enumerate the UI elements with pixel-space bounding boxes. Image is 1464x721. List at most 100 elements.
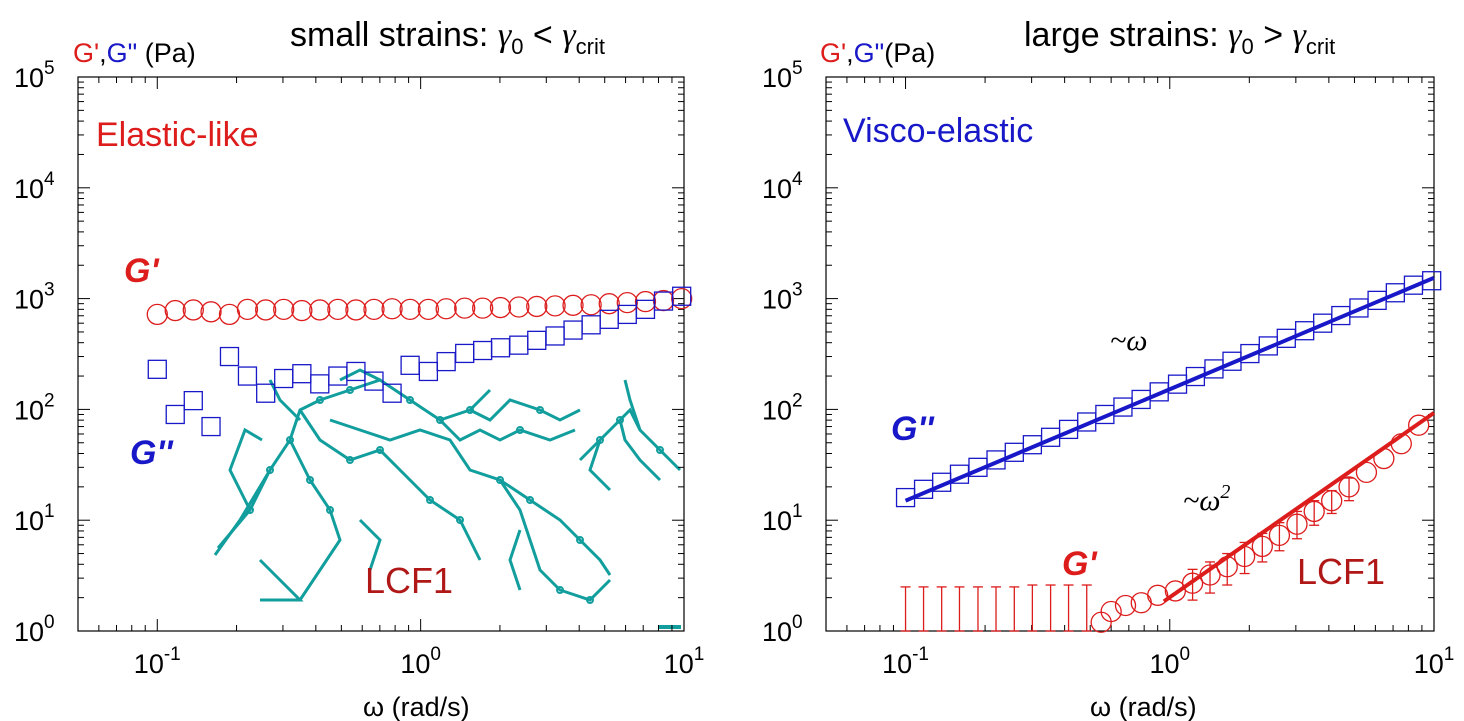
right-gpp-label: G'' — [891, 410, 936, 448]
left-x-tick-label-base: 10 — [134, 649, 164, 679]
left-point — [418, 361, 439, 382]
right-y-tick-label-exp: 4 — [792, 169, 803, 190]
left-gpp-label: G'' — [130, 434, 175, 472]
left-point — [146, 303, 168, 326]
left-y-tick-label: 101 — [14, 501, 55, 536]
right-gp-label: G' — [1062, 545, 1098, 583]
right-x-tick-label-base: 10 — [1414, 649, 1444, 679]
left-point — [237, 366, 258, 386]
lcf1-molecule-image — [213, 368, 682, 604]
left-y-tick-label: 104 — [14, 169, 55, 204]
right-sample-label: LCF1 — [1297, 551, 1385, 592]
left-point — [545, 326, 565, 346]
right-y-tick-label-base: 10 — [762, 285, 792, 315]
left-point — [345, 299, 367, 321]
right-y-tick-label: 103 — [762, 280, 803, 315]
left-gp-label: G' — [124, 252, 160, 290]
left-y-tick-label-base: 10 — [14, 395, 44, 425]
left-point — [563, 320, 583, 340]
left-point — [219, 346, 240, 367]
left-point — [634, 290, 657, 313]
left-point — [490, 338, 511, 358]
right-y-tick-label: 105 — [762, 58, 803, 93]
right-panel: large strains: γ0 > γcrit G',G"(Pa) Visc… — [762, 16, 1454, 721]
left-y-tick-label-exp: 4 — [44, 169, 55, 190]
left-point — [327, 298, 349, 320]
right-x-axis-label: ω (rad/s) — [1090, 692, 1197, 721]
right-point — [1090, 611, 1112, 633]
left-point — [526, 295, 548, 318]
left-y-tick-label: 103 — [14, 280, 55, 315]
left-point — [364, 371, 384, 391]
left-series-1 — [147, 286, 692, 437]
left-point — [310, 374, 330, 394]
right-y-tick-label: 102 — [762, 390, 803, 425]
left-y-tick-label: 105 — [14, 58, 55, 93]
right-fit-line-1 — [1162, 411, 1436, 604]
right-series-1 — [1090, 414, 1430, 633]
right-y-tick-label-base: 10 — [762, 617, 792, 647]
left-x-axis-label: ω (rad/s) — [363, 692, 470, 721]
left-point — [200, 301, 222, 323]
left-point — [381, 298, 403, 320]
left-sample-label: LCF1 — [365, 560, 453, 601]
left-y-axis-label: G',G" (Pa) — [73, 38, 196, 68]
left-point — [616, 291, 638, 314]
left-point — [617, 304, 637, 325]
left-y-tick-label-exp: 2 — [44, 390, 55, 411]
left-x-tick-label-base: 10 — [664, 649, 694, 679]
left-panel: small strains: γ0 < γcrit G',G" (Pa) — [14, 16, 704, 721]
right-y-tick-label-base: 10 — [762, 174, 792, 204]
left-point — [455, 343, 475, 364]
left-point — [183, 390, 203, 411]
left-point — [328, 366, 348, 386]
right-y-tick-label-exp: 3 — [792, 280, 803, 301]
left-point — [671, 287, 693, 310]
right-y-tick-label: 104 — [762, 169, 803, 204]
right-y-tick-label-base: 10 — [762, 395, 792, 425]
right-y-tick-label-exp: 5 — [792, 58, 803, 79]
left-point — [436, 351, 456, 372]
right-y-tick-label-base: 10 — [762, 63, 792, 93]
left-point — [182, 299, 204, 321]
left-y-tick-label-base: 10 — [14, 285, 44, 315]
left-y-tick-label-base: 10 — [14, 617, 44, 647]
right-y-tick-label-exp: 1 — [792, 501, 803, 522]
right-x-tick-label: 10-1 — [882, 644, 929, 679]
slope-omega2-label: ~ω2 — [1183, 481, 1230, 517]
right-series-2 — [900, 477, 1355, 632]
left-point — [400, 355, 420, 375]
right-x-tick-label-exp: 1 — [1444, 644, 1455, 665]
left-x-tick-label-exp: 1 — [694, 644, 705, 665]
right-point — [1422, 271, 1442, 291]
right-point — [1100, 600, 1122, 623]
right-point — [1373, 447, 1395, 470]
left-point — [473, 340, 493, 361]
right-point — [1355, 461, 1378, 484]
left-point — [580, 294, 602, 316]
right-y-tick-label: 101 — [762, 501, 803, 536]
left-point — [218, 303, 241, 326]
left-x-tick-label-base: 10 — [400, 649, 430, 679]
left-point — [581, 315, 601, 335]
left-point — [652, 289, 675, 312]
left-point — [291, 299, 313, 322]
right-point — [1408, 414, 1430, 436]
left-point — [164, 299, 186, 322]
left-point — [417, 298, 440, 320]
right-y-tick-label-exp: 0 — [792, 612, 803, 633]
left-point — [236, 298, 259, 320]
left-x-tick-label-exp: -1 — [164, 644, 181, 665]
left-y-tick-label: 100 — [14, 612, 55, 647]
right-x-tick-label-exp: 0 — [1180, 644, 1191, 665]
left-point — [346, 361, 366, 382]
left-point — [653, 291, 674, 311]
left-y-tick-label-exp: 3 — [44, 280, 55, 301]
left-panel-title: small strains: γ0 < γcrit — [290, 16, 605, 59]
left-point — [273, 298, 295, 320]
left-y-tick-label-exp: 0 — [44, 612, 55, 633]
left-y-tick-label-base: 10 — [14, 506, 44, 536]
